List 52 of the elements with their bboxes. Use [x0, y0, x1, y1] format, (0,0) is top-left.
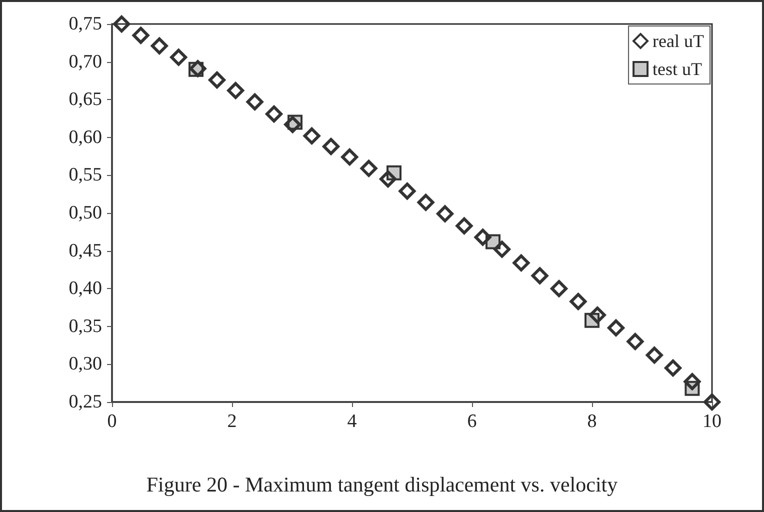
y-tick-label: 0,35 [68, 316, 102, 337]
y-tick-label: 0,55 [68, 164, 102, 186]
y-tick-label: 0,30 [68, 354, 102, 375]
point [322, 138, 340, 155]
point [246, 93, 264, 110]
point [150, 37, 168, 54]
y-tick-label: 0,45 [68, 240, 102, 262]
point [646, 346, 663, 364]
point [608, 319, 624, 336]
legend-label: real uT [652, 31, 704, 51]
point [664, 359, 682, 376]
point [494, 240, 510, 258]
point [303, 127, 320, 144]
point [570, 292, 587, 310]
y-tick-label: 0,60 [68, 126, 102, 148]
point [341, 148, 358, 166]
point [588, 306, 606, 324]
point [208, 71, 226, 88]
point [531, 267, 548, 284]
point [360, 160, 378, 177]
point [456, 217, 473, 234]
x-tick-label: 2 [227, 411, 237, 432]
point [189, 60, 206, 78]
x-tick-label: 8 [587, 411, 597, 432]
point [704, 394, 720, 410]
point [398, 182, 416, 200]
point [474, 228, 492, 246]
y-tick-label: 0,50 [68, 202, 102, 224]
point [436, 205, 454, 222]
point [266, 105, 282, 122]
point [380, 170, 396, 188]
point [113, 16, 130, 32]
point [417, 194, 434, 211]
y-tick-label: 0,25 [68, 392, 102, 412]
point [170, 48, 188, 66]
point [512, 254, 530, 272]
x-tick-label: 4 [347, 411, 358, 432]
y-tick-label: 0,75 [68, 14, 102, 34]
point [132, 26, 150, 44]
y-tick-label: 0,70 [68, 51, 102, 72]
legend-label: test uT [652, 59, 702, 79]
point [626, 333, 644, 350]
point [227, 82, 244, 100]
x-tick-label: 10 [702, 411, 722, 432]
point [684, 373, 701, 390]
text: Figure 20 - Maximum tangent displacement vs. velocity [146, 472, 618, 496]
point [284, 116, 302, 134]
y-tick-label: 0,40 [68, 278, 102, 300]
x-tick-label: 0 [107, 411, 117, 432]
y-tick-label: 0,65 [68, 89, 102, 110]
x-tick-label: 6 [467, 411, 477, 432]
point [550, 280, 568, 298]
